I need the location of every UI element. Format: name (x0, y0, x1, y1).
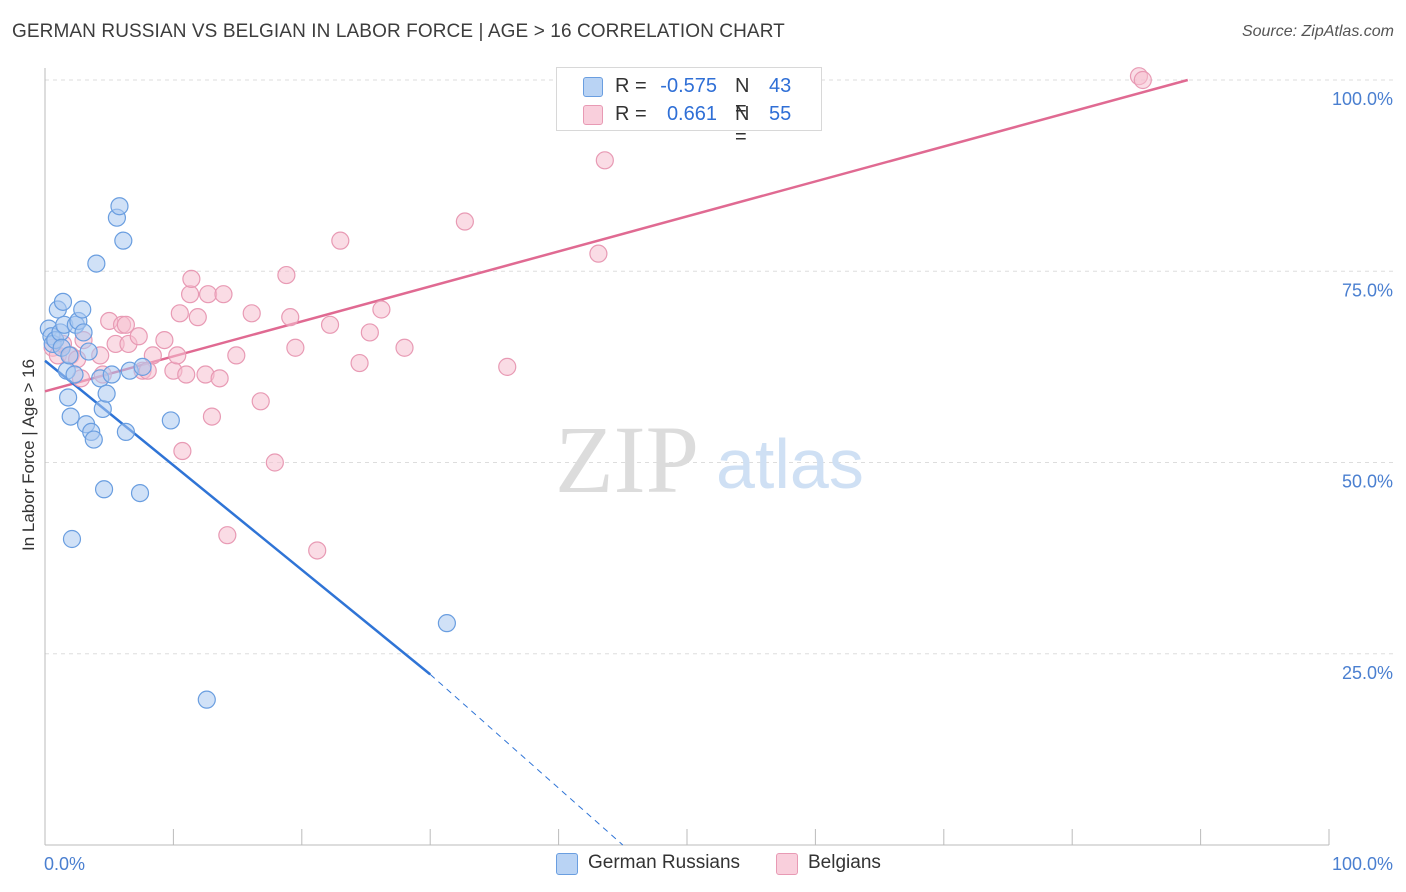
belgians-point (180, 285, 200, 304)
german-russians-trend-extension (429, 674, 624, 846)
belgians-point (214, 285, 233, 304)
belgians-point (210, 369, 229, 388)
belgians-point (168, 346, 187, 365)
legend-r-label: R = (615, 75, 647, 97)
y-tick-label: 25.0% (1342, 663, 1393, 683)
legend-r-value: 0.661 (666, 103, 717, 125)
legend-n-label: N = (735, 75, 750, 120)
legend-n-value: 43 (769, 75, 792, 97)
belgians-point (372, 300, 391, 319)
watermark: ZIP atlas (555, 406, 864, 513)
belgians-point (182, 269, 201, 288)
german-russians-point (93, 399, 112, 419)
series-name: German Russians (588, 852, 741, 873)
belgians-point (143, 346, 162, 365)
belgians-point (188, 308, 207, 327)
belgians-point (227, 346, 246, 365)
legend-r-label: R = (615, 103, 647, 125)
belgians-point (308, 541, 327, 560)
german-russians-point (94, 480, 114, 499)
belgians-point (589, 244, 608, 263)
german-russians-point (87, 254, 106, 273)
german-russians-point (61, 407, 80, 426)
belgians-point (320, 315, 340, 334)
blue-swatch-icon (583, 77, 603, 97)
german-russians-point (197, 690, 216, 709)
belgians-point (155, 331, 174, 350)
pink-swatch-icon (776, 853, 798, 875)
tick-labels: 25.0% 50.0% 75.0% 100.0% 0.0% 100.0% (44, 89, 1393, 874)
belgians-point (173, 441, 192, 461)
belgians-point (116, 315, 135, 334)
german-russians-point (102, 365, 121, 384)
german-russians-points (39, 197, 456, 709)
german-russians-point (110, 197, 129, 216)
legend-n-label: N = (735, 103, 750, 148)
german-russians-point (74, 323, 93, 342)
belgians-point (202, 407, 222, 426)
german-russians-point (79, 342, 98, 361)
watermark-atlas: atlas (716, 425, 864, 503)
x-tick-label: 100.0% (1332, 854, 1393, 874)
gridlines (45, 79, 1393, 655)
belgians-trend-line (44, 78, 1189, 393)
legend-n-value: 55 (769, 103, 792, 125)
german-russians-point (53, 292, 73, 311)
legend-r-value: -0.575 (660, 75, 717, 97)
belgians-point (129, 327, 148, 346)
blue-swatch-icon (556, 853, 578, 875)
german-russians-point (65, 365, 84, 384)
belgians-point (350, 353, 369, 373)
stats-legend: R = -0.575 N = 43 R = 0.661 N = 55 (556, 67, 822, 148)
belgians-point (265, 453, 284, 472)
german-russians-point (130, 484, 150, 503)
belgians-point (1133, 70, 1152, 90)
source-label: Source: ZipAtlas.com (1241, 23, 1394, 40)
belgians-point (286, 338, 305, 357)
y-tick-label: 75.0% (1342, 280, 1393, 300)
y-axis-label: In Labor Force | Age > 16 (19, 359, 38, 551)
belgians-point (218, 526, 237, 545)
belgians-point (251, 392, 270, 411)
german-russians-point (59, 388, 78, 407)
belgians-point (277, 265, 296, 285)
german-russians-point (133, 357, 152, 376)
german-russians-point (73, 300, 92, 319)
y-tick-label: 100.0% (1332, 89, 1393, 109)
german-russians-point (97, 384, 116, 403)
german-russians-point (116, 422, 135, 441)
german-russians-point (114, 231, 133, 250)
belgians-point (360, 323, 379, 342)
chart-title: GERMAN RUSSIAN VS BELGIAN IN LABOR FORCE… (12, 21, 785, 42)
pink-swatch-icon (583, 105, 603, 125)
series-name: Belgians (808, 852, 881, 873)
x-tick-label: 0.0% (44, 854, 85, 874)
belgians-point (331, 231, 350, 250)
german-russians-point (60, 346, 79, 365)
belgians-point (455, 212, 474, 231)
belgians-point (177, 365, 196, 384)
belgians-point (198, 285, 218, 304)
belgians-point (595, 151, 614, 170)
belgians-point (281, 308, 300, 327)
belgians-point (242, 304, 261, 323)
belgians-point (498, 357, 517, 376)
watermark-zip: ZIP (555, 406, 699, 513)
y-tick-label: 50.0% (1342, 472, 1393, 492)
axes (44, 68, 1330, 846)
german-russians-point (437, 614, 456, 633)
belgians-point (395, 338, 414, 357)
german-russians-point (161, 411, 180, 430)
belgians-point (170, 304, 189, 323)
german-russians-point (62, 529, 82, 549)
german-russians-point (84, 430, 103, 449)
